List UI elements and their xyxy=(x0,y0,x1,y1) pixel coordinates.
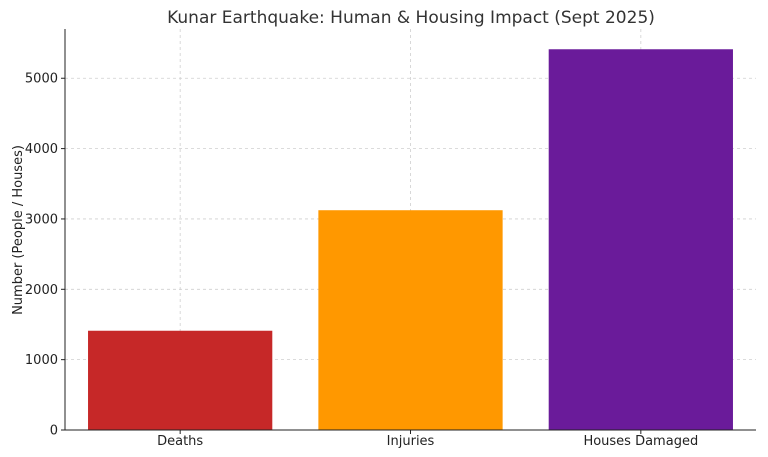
x-tick-label: Deaths xyxy=(157,434,203,449)
y-tick-label: 0 xyxy=(50,424,58,439)
bars xyxy=(88,49,733,431)
bar-houses-damaged xyxy=(548,49,733,431)
axes xyxy=(61,29,756,434)
x-tick-label: Injuries xyxy=(387,434,435,449)
x-ticks: Deaths Injuries Houses Damaged xyxy=(157,434,698,449)
y-tick-label: 4000 xyxy=(25,142,58,157)
x-tick-label: Houses Damaged xyxy=(583,434,698,449)
chart-title: Kunar Earthquake: Human & Housing Impact… xyxy=(167,8,655,28)
y-tick-label: 3000 xyxy=(25,212,58,227)
y-tick-label: 5000 xyxy=(25,72,58,87)
bar-deaths xyxy=(88,330,273,430)
y-axis-label: Number (People / Houses) xyxy=(11,145,26,315)
y-tick-label: 1000 xyxy=(25,353,58,368)
y-ticks: 0 1000 2000 3000 4000 5000 xyxy=(25,72,58,439)
bar-injuries xyxy=(318,210,503,430)
y-tick-label: 2000 xyxy=(25,283,58,298)
